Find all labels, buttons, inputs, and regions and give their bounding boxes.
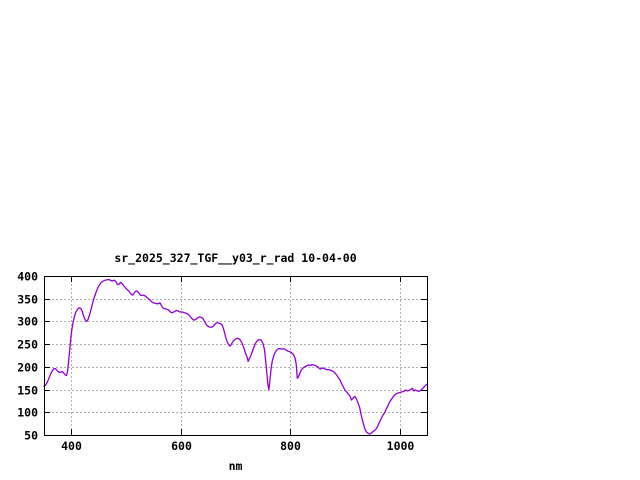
y-tick-label: 200	[17, 361, 38, 375]
chart-title: sr_2025_327_TGF__y03_r_rad 10-04-00	[114, 251, 356, 266]
axis-ticks	[44, 276, 427, 436]
y-tick-label: 400	[17, 270, 38, 284]
x-tick-label: 400	[61, 439, 82, 453]
spectrum-curve	[43, 278, 428, 435]
y-tick-label: 350	[17, 293, 38, 307]
x-axis-tick-labels: 400 600 800 1000	[61, 439, 414, 453]
plot-border	[44, 276, 428, 436]
y-tick-label: 250	[17, 338, 38, 352]
grid	[44, 276, 427, 436]
x-tick-label: 1000	[387, 439, 415, 453]
y-tick-label: 150	[17, 384, 38, 398]
y-tick-label: 300	[17, 315, 38, 329]
y-tick-label: 50	[24, 429, 38, 443]
x-axis-label: nm	[229, 459, 243, 473]
x-tick-label: 800	[280, 439, 301, 453]
y-axis-tick-labels: 50 100 150 200 250 300 350 400	[17, 270, 38, 443]
y-tick-label: 100	[17, 406, 38, 420]
x-tick-label: 600	[171, 439, 192, 453]
